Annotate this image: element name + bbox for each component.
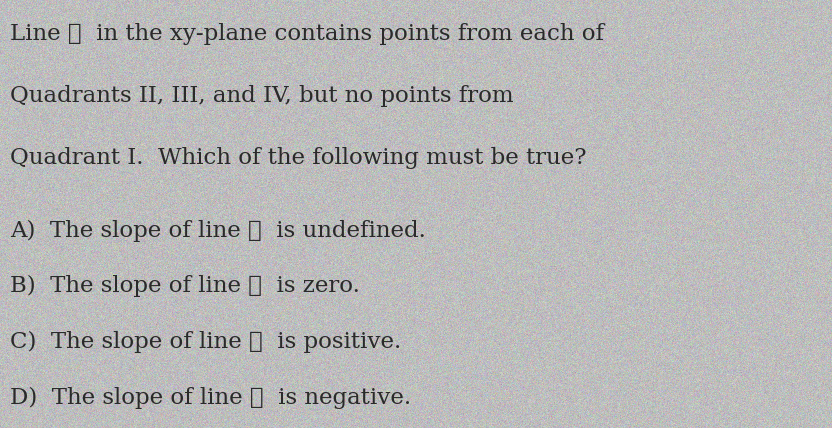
Text: B)  The slope of line ℓ  is zero.: B) The slope of line ℓ is zero. xyxy=(10,275,360,297)
Text: D)  The slope of line ℓ  is negative.: D) The slope of line ℓ is negative. xyxy=(10,386,411,409)
Text: C)  The slope of line ℓ  is positive.: C) The slope of line ℓ is positive. xyxy=(10,331,401,353)
Text: Line ℓ  in the xy-plane contains points from each of: Line ℓ in the xy-plane contains points f… xyxy=(10,23,604,45)
Text: Quadrant I.  Which of the following must be true?: Quadrant I. Which of the following must … xyxy=(10,147,587,169)
Text: A)  The slope of line ℓ  is undefined.: A) The slope of line ℓ is undefined. xyxy=(10,220,426,242)
Text: Quadrants II, III, and IV, but no points from: Quadrants II, III, and IV, but no points… xyxy=(10,85,513,107)
